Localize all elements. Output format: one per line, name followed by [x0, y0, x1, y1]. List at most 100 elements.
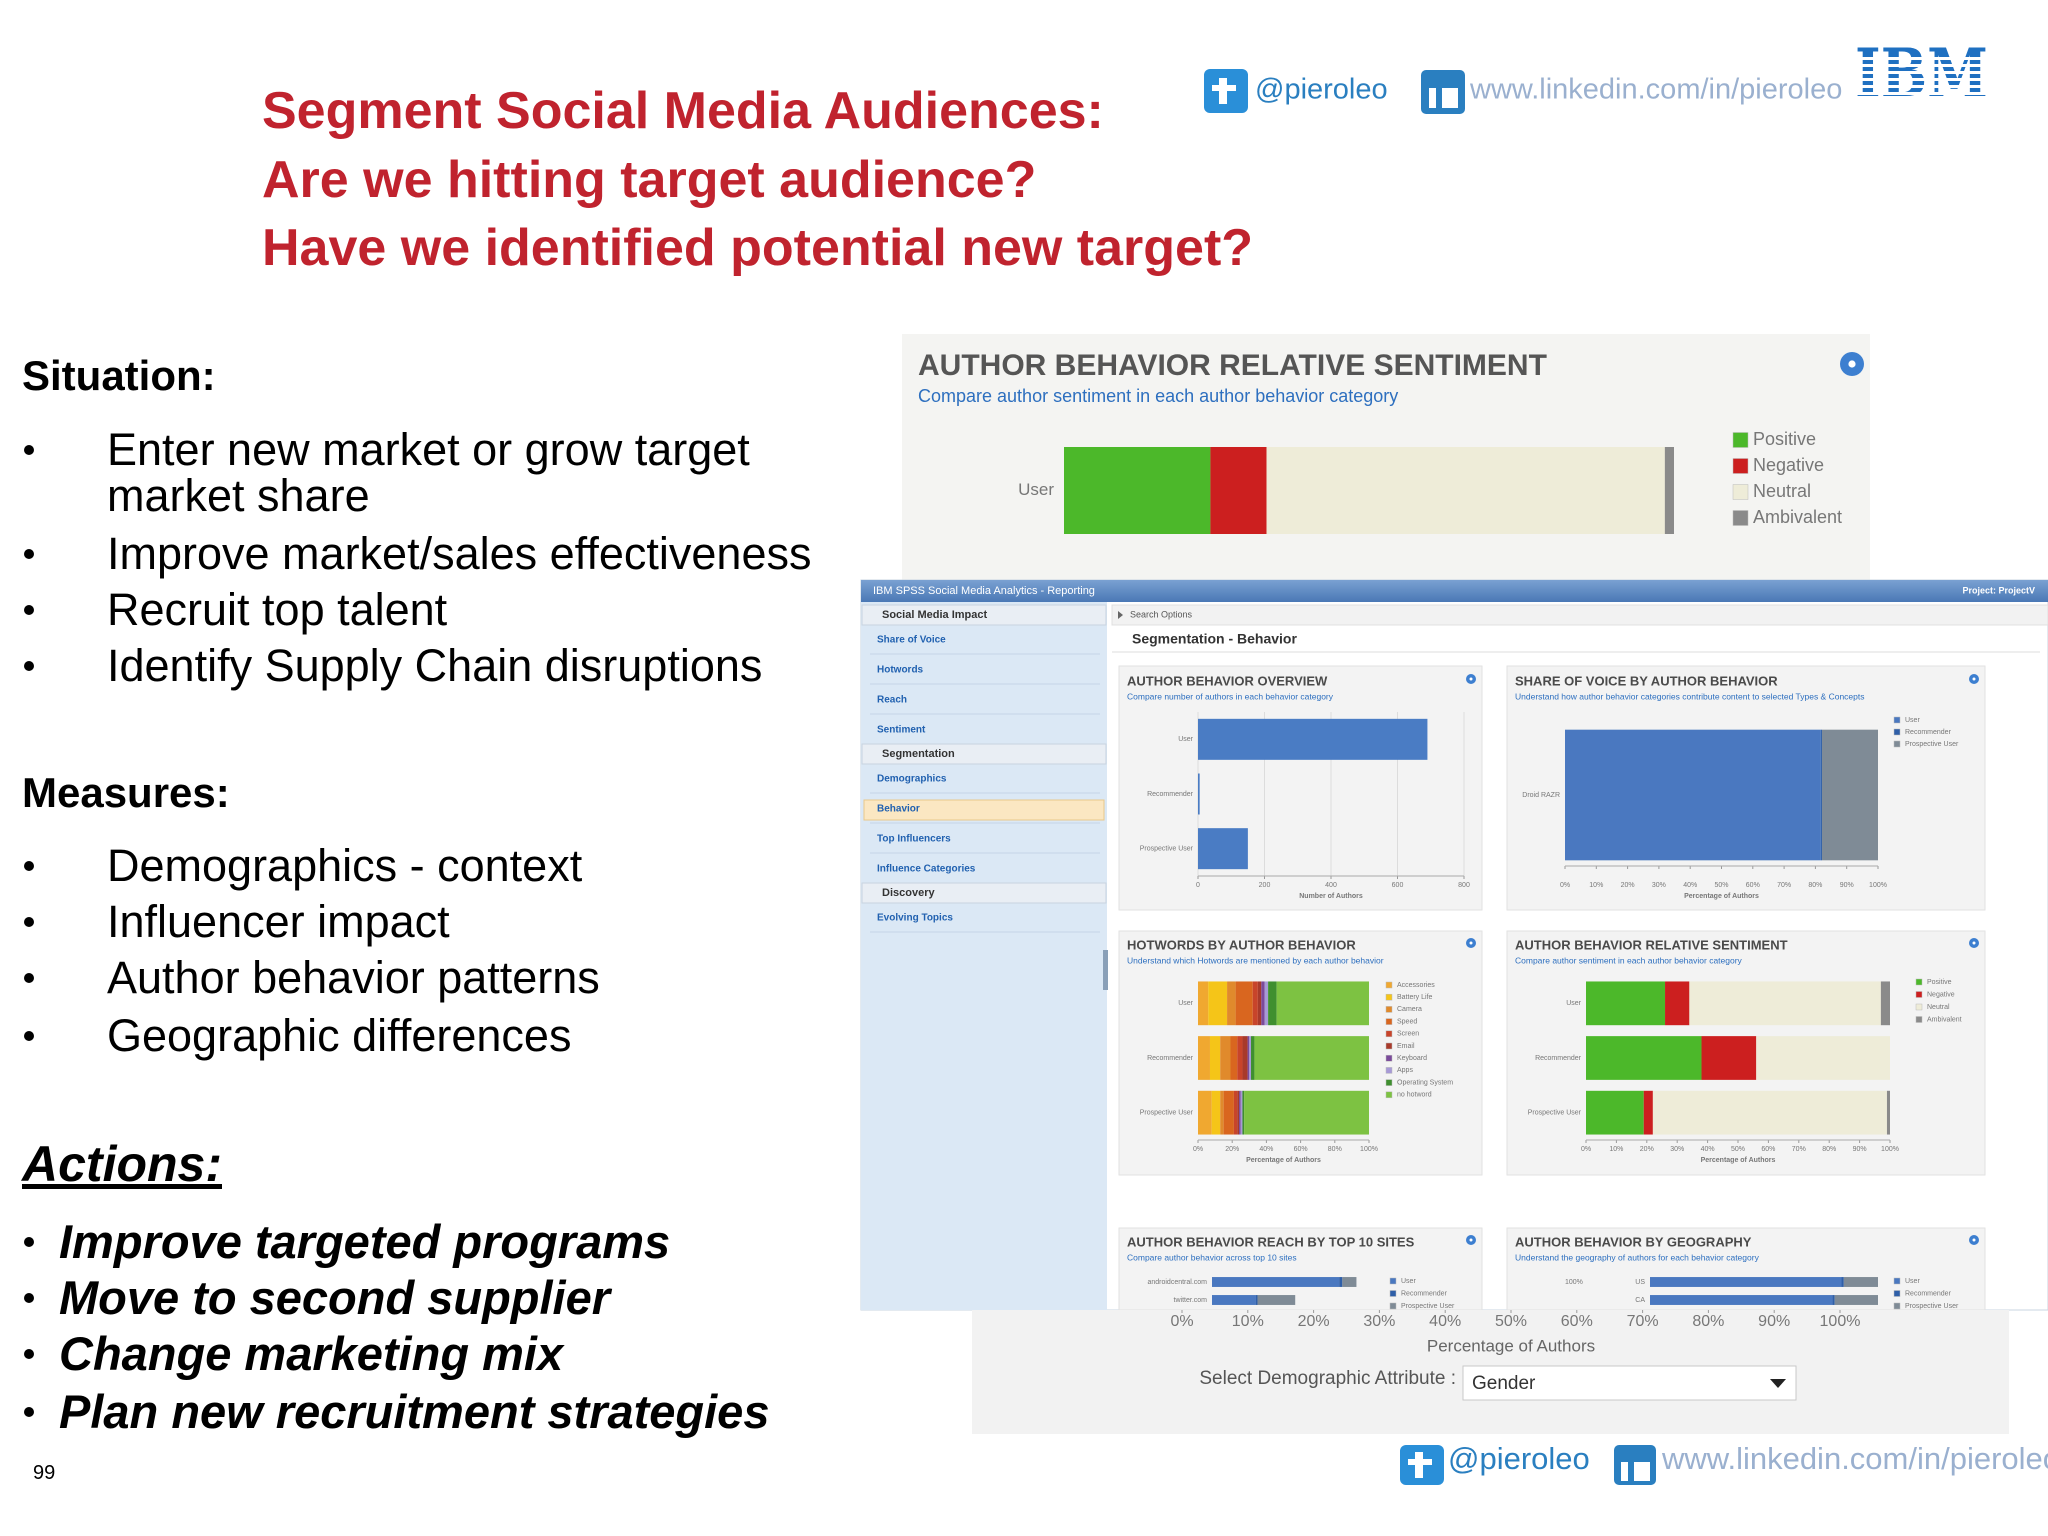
x-tick-label: 40% [1683, 882, 1697, 889]
select-value[interactable]: Gender [1472, 1373, 1536, 1394]
help-icon-dot [1469, 677, 1473, 681]
x-tick-label: 0 [1196, 882, 1200, 889]
page-number: 99 [33, 1462, 56, 1484]
legend-swatch [1915, 991, 1923, 998]
x-tick-label: 0% [1170, 1313, 1193, 1330]
x-tick-label: 20% [1640, 1146, 1654, 1153]
legend-label: no hotword [1397, 1092, 1432, 1099]
sidebar [861, 602, 1107, 1310]
nav-item[interactable]: Share of Voice [877, 635, 946, 646]
legend-label: Recommender [1401, 1290, 1448, 1297]
select-label: Select Demographic Attribute : [1199, 1368, 1456, 1389]
x-tick-label: 80% [1808, 882, 1822, 889]
dashboard: IBM SPSS Social Media Analytics - Report… [860, 579, 2048, 1311]
title-line: Are we hitting target audience? [262, 151, 1037, 209]
legend-swatch [1893, 1277, 1901, 1285]
bar-segment [1240, 1090, 1243, 1135]
linkedin-icon-glyph [1621, 1462, 1628, 1481]
nav-item[interactable]: Sentiment [877, 725, 926, 736]
help-icon-dot [1469, 1238, 1473, 1242]
bullet [24, 1031, 34, 1041]
legend-swatch [1915, 1003, 1923, 1011]
legend-label: Camera [1397, 1006, 1422, 1013]
legend-swatch [1732, 458, 1749, 474]
bar-segment [1268, 981, 1277, 1026]
x-tick-label: 0% [1193, 1146, 1203, 1153]
bar-segment [1665, 981, 1690, 1026]
x-axis-title: Percentage of Authors [1246, 1157, 1321, 1164]
x-tick-label: 20% [1298, 1313, 1330, 1330]
x-tick-label: 60% [1761, 1146, 1775, 1153]
bar-segment [1664, 447, 1674, 534]
legend-swatch [1389, 1277, 1397, 1285]
nav-item[interactable]: Influence Categories [877, 864, 976, 875]
nav-item[interactable]: Hotwords [877, 665, 924, 676]
section-heading: Measures: [22, 769, 230, 816]
bar-segment [1064, 447, 1211, 534]
page-title: Segmentation - Behavior [1132, 631, 1297, 647]
bar-segment [1820, 729, 1822, 861]
x-tick-label: 0% [1560, 882, 1570, 889]
x-tick-label: 100% [1360, 1146, 1378, 1153]
legend-swatch [1385, 1018, 1393, 1025]
bar-segment [1276, 981, 1369, 1026]
panel-title: HOTWORDS BY AUTHOR BEHAVIOR [1127, 937, 1356, 952]
legend-label: Keyboard [1397, 1055, 1427, 1062]
legend-label: Recommender [1905, 729, 1952, 736]
panel-subtitle: Compare author behavior across top 10 si… [1127, 1252, 1297, 1262]
bar [1198, 718, 1428, 760]
legend-swatch [1385, 1042, 1393, 1050]
bar-segment [1652, 1090, 1887, 1135]
legend-label: Neutral [1753, 481, 1811, 501]
legend-label: Prospective User [1401, 1303, 1455, 1310]
nav-item[interactable]: Reach [877, 695, 907, 706]
bar-segment [1198, 1036, 1210, 1080]
category-label: User [1018, 480, 1054, 499]
title-line: Have we identified potential new target? [262, 219, 1254, 277]
twitter-icon-glyph [1408, 1459, 1432, 1465]
x-tick-label: 90% [1853, 1146, 1867, 1153]
twitter-icon-glyph [1212, 85, 1236, 91]
bar-segment [1209, 1036, 1221, 1080]
bullet [24, 861, 34, 871]
x-tick-label: 70% [1792, 1146, 1806, 1153]
nav-heading: Segmentation [882, 748, 955, 760]
category-label: Recommender [1147, 1055, 1194, 1062]
nav-item[interactable]: Top Influencers [877, 834, 951, 845]
nav-item[interactable]: Demographics [877, 774, 947, 785]
bar-segment [1264, 981, 1269, 1026]
x-tick-label: 60% [1561, 1313, 1593, 1330]
legend-swatch [1893, 728, 1901, 736]
bullet [24, 1293, 34, 1303]
nav-item[interactable]: Behavior [877, 804, 920, 815]
legend-label: Prospective User [1905, 741, 1959, 748]
x-tick-label: 60% [1294, 1146, 1308, 1153]
bar-segment [1342, 1277, 1357, 1287]
legend-swatch [1915, 1016, 1923, 1023]
legend-label: Operating System [1397, 1079, 1453, 1086]
legend-swatch [1732, 432, 1749, 448]
legend-label: Positive [1927, 979, 1952, 986]
legend-label: Email [1397, 1043, 1415, 1050]
bar-segment [1650, 1277, 1842, 1287]
bar-segment [1834, 1295, 1878, 1305]
category-label: androidcentral.com [1147, 1279, 1207, 1286]
panel-title: AUTHOR BEHAVIOR RELATIVE SENTIMENT [1515, 937, 1788, 952]
bar-segment [1244, 1090, 1369, 1135]
x-tick-label: 70% [1627, 1313, 1659, 1330]
category-label: User [1566, 1000, 1581, 1007]
dropdown-arrow[interactable] [1770, 1379, 1786, 1388]
dropdown[interactable] [1462, 1365, 1797, 1401]
bar-segment [1212, 1295, 1256, 1305]
x-tick-label: 50% [1714, 882, 1728, 889]
bar-segment [1237, 1090, 1240, 1135]
nav-heading: Social Media Impact [882, 609, 987, 621]
x-tick-label: 800 [1458, 882, 1470, 889]
nav-heading-bar [861, 604, 1107, 626]
help-icon-dot [1848, 360, 1856, 368]
panel-title: AUTHOR BEHAVIOR REACH BY TOP 10 SITES [1127, 1234, 1415, 1249]
bullet [24, 1237, 34, 1247]
bar-segment [1756, 1036, 1890, 1080]
list-item: Enter new market or grow target market s… [107, 424, 750, 521]
nav-item[interactable]: Evolving Topics [877, 913, 953, 924]
